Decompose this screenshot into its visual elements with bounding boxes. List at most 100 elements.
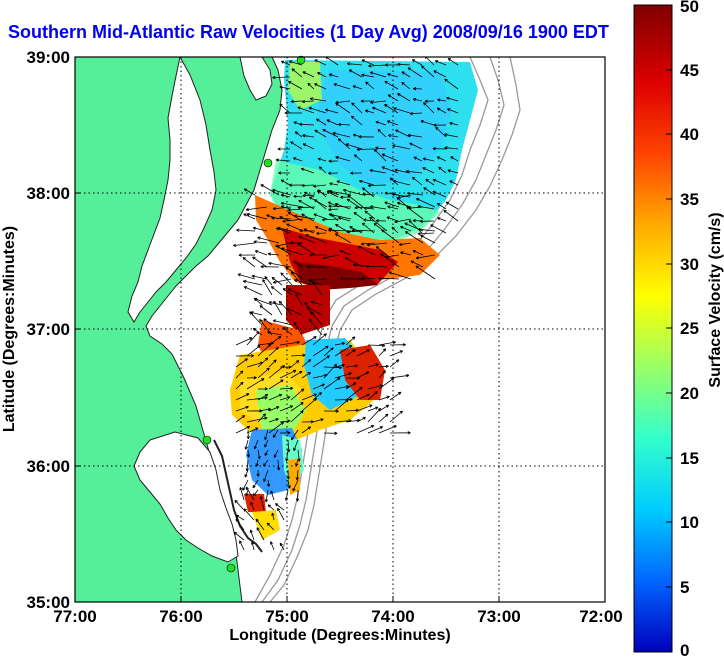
velocity-arrow bbox=[252, 226, 268, 232]
velocity-arrow bbox=[267, 252, 280, 256]
colorbar bbox=[633, 4, 673, 653]
y-tick-label: 36:00 bbox=[27, 457, 70, 476]
velocity-arrow bbox=[282, 288, 293, 296]
velocity-arrow bbox=[256, 469, 260, 477]
velocity-arrow bbox=[367, 384, 383, 390]
x-tick-label: 73:00 bbox=[477, 607, 520, 626]
velocity-arrow bbox=[373, 148, 387, 162]
velocity-arrow bbox=[270, 541, 275, 551]
velocity-arrow bbox=[316, 231, 327, 235]
velocity-arrow bbox=[417, 232, 435, 236]
velocity-arrow bbox=[314, 59, 327, 66]
velocity-arrow bbox=[445, 201, 459, 210]
velocity-arrow bbox=[334, 363, 345, 368]
velocity-arrow bbox=[328, 208, 339, 212]
velocity-arrow bbox=[272, 188, 292, 196]
colorbar-tick-label: 20 bbox=[680, 384, 699, 403]
velocity-arrow bbox=[328, 204, 352, 208]
velocity-arrow bbox=[392, 144, 411, 150]
velocity-arrow bbox=[356, 404, 373, 412]
velocity-arrow bbox=[268, 379, 284, 390]
velocity-arrow bbox=[249, 529, 255, 541]
velocity-arrow bbox=[345, 386, 363, 401]
velocity-arrow bbox=[433, 70, 447, 78]
velocity-arrow bbox=[236, 228, 256, 232]
velocity-arrow bbox=[381, 166, 399, 174]
velocity-arrow bbox=[270, 286, 283, 296]
colorbar-ticks bbox=[666, 4, 672, 653]
velocity-arrow bbox=[293, 194, 303, 199]
velocity-arrow bbox=[268, 365, 285, 379]
velocity-arrow bbox=[397, 93, 411, 102]
velocity-arrow bbox=[268, 346, 279, 357]
velocity-arrow bbox=[398, 242, 412, 247]
velocity-arrow bbox=[437, 217, 447, 222]
velocity-arrow bbox=[235, 370, 244, 379]
velocity-arrow bbox=[399, 226, 412, 232]
velocity-arrow bbox=[378, 348, 387, 357]
velocity-arrow bbox=[378, 364, 389, 369]
velocity-arrow bbox=[369, 216, 388, 232]
velocity-arrow bbox=[279, 405, 294, 412]
velocity-arrow bbox=[370, 100, 387, 104]
velocity-arrow bbox=[358, 245, 376, 256]
velocity-arrow bbox=[290, 360, 300, 368]
velocity-arrow bbox=[292, 157, 303, 162]
velocity-arrow bbox=[279, 340, 300, 346]
velocity-arrow bbox=[334, 399, 349, 412]
velocity-arrow bbox=[270, 490, 275, 501]
velocity-arrow bbox=[360, 242, 376, 246]
velocity-arrow bbox=[313, 213, 328, 220]
velocity-arrow bbox=[306, 265, 328, 269]
velocity-arrow bbox=[286, 469, 290, 480]
velocity-arrow bbox=[235, 514, 245, 521]
velocity-arrow bbox=[367, 406, 379, 412]
velocity-arrow bbox=[389, 350, 403, 357]
velocity-arrow bbox=[365, 264, 388, 269]
velocity-arrow bbox=[235, 426, 251, 434]
velocity-arrow bbox=[244, 439, 249, 450]
velocity-arrow bbox=[378, 413, 389, 423]
velocity-arrow bbox=[301, 397, 318, 412]
velocity-arrow bbox=[279, 369, 297, 379]
velocity-arrow bbox=[235, 415, 246, 423]
velocity-arrow bbox=[252, 256, 268, 268]
velocity-arrow bbox=[286, 307, 303, 316]
velocity-arrow bbox=[264, 449, 269, 456]
colorbar-tick-label: 50 bbox=[680, 0, 699, 16]
velocity-arrow bbox=[409, 142, 423, 150]
velocity-arrow bbox=[393, 107, 411, 114]
velocity-arrow bbox=[366, 242, 388, 247]
velocity-arrow bbox=[447, 169, 459, 174]
velocity-arrow bbox=[290, 353, 306, 357]
velocity-arrow bbox=[298, 199, 315, 210]
velocity-arrow bbox=[304, 301, 313, 316]
velocity-arrow bbox=[318, 166, 327, 174]
velocity-arrow bbox=[235, 354, 254, 358]
velocity-arrow bbox=[245, 206, 268, 212]
velocity-arrow bbox=[274, 503, 285, 511]
velocity-arrow bbox=[302, 143, 315, 150]
velocity-arrow bbox=[400, 251, 412, 256]
velocity-arrow bbox=[267, 504, 275, 511]
velocity-arrow bbox=[301, 99, 315, 104]
velocity-arrow bbox=[361, 276, 376, 281]
velocity-arrow bbox=[246, 396, 268, 401]
velocity-arrow bbox=[268, 393, 283, 401]
velocity-arrow bbox=[346, 230, 364, 234]
velocity-arrow bbox=[307, 82, 315, 90]
velocity-arrow bbox=[314, 226, 328, 232]
velocity-arrow bbox=[243, 508, 255, 521]
chesapeake-bay bbox=[127, 57, 217, 323]
velocity-arrow bbox=[279, 103, 291, 114]
velocity-arrow bbox=[268, 418, 279, 423]
velocity-arrow bbox=[369, 71, 387, 78]
colorbar-tick-label: 40 bbox=[680, 125, 699, 144]
velocity-arrow bbox=[235, 405, 249, 412]
velocity-arrow bbox=[384, 201, 400, 208]
velocity-arrow bbox=[447, 58, 459, 66]
velocity-arrow bbox=[287, 288, 303, 296]
velocity-arrow bbox=[417, 227, 436, 232]
velocity-arrow bbox=[446, 96, 459, 102]
velocity-arrow bbox=[239, 540, 245, 551]
